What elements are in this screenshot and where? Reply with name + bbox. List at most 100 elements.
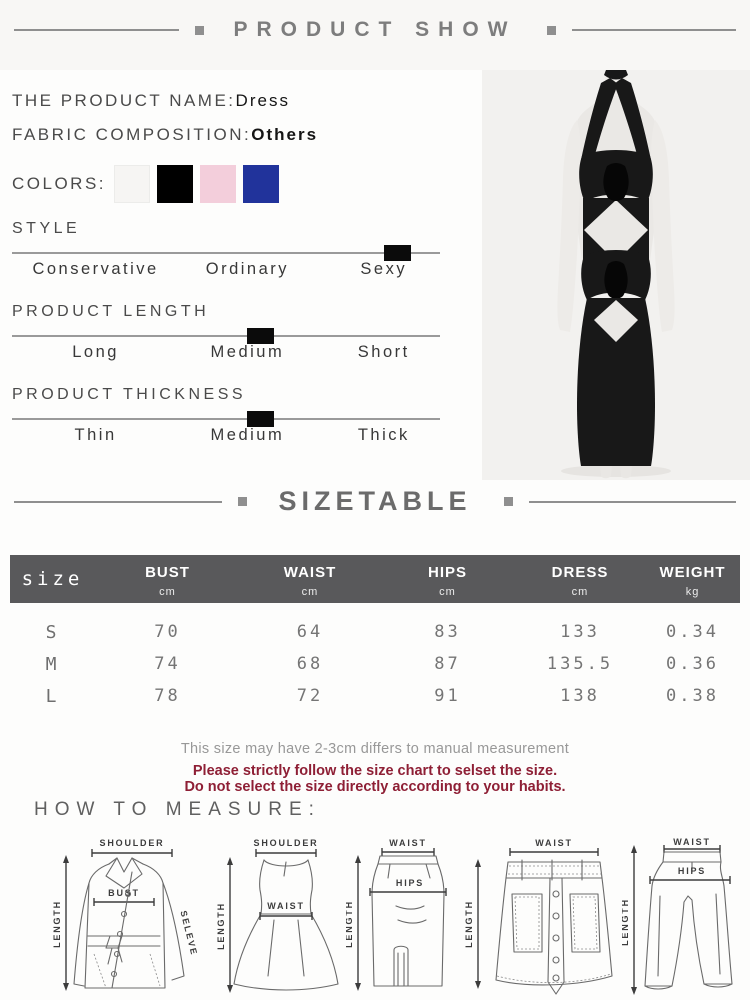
cell: 91 <box>434 686 461 706</box>
cell: M <box>45 653 60 675</box>
size-table-body: S 70 64 83 133 0.34 M 74 68 87 135.5 0.3… <box>10 616 740 712</box>
style-label: STYLE <box>12 220 81 237</box>
fabric-label: FABRIC COMPOSITION: <box>12 125 252 144</box>
square-bullet-icon <box>237 497 247 506</box>
cell: 68 <box>296 654 324 674</box>
column-header-waist: WAIST cm <box>283 564 337 598</box>
thickness-label: PRODUCT THICKNESS <box>12 386 247 403</box>
style-option-selected: Sexy <box>360 260 408 278</box>
colors-label: COLORS: <box>12 174 107 193</box>
style-options: Conservative Ordinary Sexy <box>12 260 452 279</box>
cell: 0.36 <box>666 654 719 674</box>
product-info-panel: THE PRODUCT NAME:Dress FABRIC COMPOSITIO… <box>12 70 464 445</box>
length-marker <box>247 328 275 344</box>
svg-text:LENGTH: LENGTH <box>464 900 474 948</box>
divider-line <box>14 29 179 31</box>
size-notes: This size may have 2-3cm differs to manu… <box>0 741 750 795</box>
fabric-row: FABRIC COMPOSITION:Others <box>12 125 464 145</box>
svg-text:WAIST: WAIST <box>535 838 573 848</box>
svg-text:LENGTH: LENGTH <box>346 900 354 948</box>
column-header-bust: BUST cm <box>145 564 190 598</box>
length-label: PRODUCT LENGTH <box>12 303 210 320</box>
svg-text:WAIST: WAIST <box>267 901 305 911</box>
top-band <box>0 0 750 70</box>
how-to-measure-title: HOW TO MEASURE: <box>34 799 321 820</box>
column-header-size: size <box>21 568 84 590</box>
length-option-selected: Medium <box>210 343 285 361</box>
length-options: Long Medium Short <box>12 343 452 362</box>
thickness-option: Thick <box>357 426 410 444</box>
length-option: Long <box>72 343 119 361</box>
color-swatch-white <box>114 165 151 203</box>
length-option: Short <box>357 343 410 361</box>
table-row-l: L 78 72 91 138 0.38 <box>10 680 740 712</box>
svg-text:HIPS: HIPS <box>396 878 424 888</box>
thickness-track <box>12 411 440 427</box>
cell: 72 <box>296 686 324 706</box>
cell: 74 <box>154 654 181 674</box>
cell: L <box>45 685 60 707</box>
thickness-option: Thin <box>74 426 117 444</box>
table-row-s: S 70 64 83 133 0.34 <box>10 616 740 648</box>
sizetable-title: SIZETABLE <box>278 486 472 516</box>
table-row-m: M 74 68 87 135.5 0.36 <box>10 648 740 680</box>
cell: 87 <box>434 654 461 674</box>
cell: 64 <box>296 622 324 642</box>
length-track <box>12 328 440 344</box>
dress-measure-diagram: SHOULDER LENGTH WAIST <box>216 838 339 993</box>
square-bullet-icon <box>503 497 513 506</box>
svg-text:LENGTH: LENGTH <box>52 900 62 948</box>
square-bullet-icon <box>194 25 204 35</box>
jacket-measure-diagram: SHOULDER LENGTH BUST SELEVE <box>52 838 199 991</box>
size-table: size BUST cm WAIST cm HIPS cm DRESS cm W… <box>10 555 740 712</box>
column-header-hips: HIPS cm <box>427 564 467 598</box>
cell: 138 <box>560 686 600 706</box>
cell: 70 <box>154 622 181 642</box>
style-option: Conservative <box>32 260 159 278</box>
svg-text:SELEVE: SELEVE <box>178 910 199 957</box>
divider-line <box>571 29 736 31</box>
svg-text:WAIST: WAIST <box>389 838 427 848</box>
pants-measure-diagram: WAIST LENGTH HIPS <box>622 837 733 995</box>
note-habits: Do not select the size directly accordin… <box>184 779 566 796</box>
style-track <box>12 245 440 261</box>
divider-line <box>528 500 736 503</box>
style-marker <box>384 245 412 261</box>
column-header-weight: WEIGHT kg <box>659 564 726 598</box>
product-name-label: THE PRODUCT NAME: <box>12 91 236 110</box>
svg-text:WAIST: WAIST <box>673 837 711 847</box>
svg-text:LENGTH: LENGTH <box>622 898 630 946</box>
thickness-options: Thin Medium Thick <box>12 426 452 445</box>
thickness-option-selected: Medium <box>210 426 285 444</box>
divider-line <box>14 500 222 503</box>
note-follow-chart: Please strictly follow the size chart to… <box>192 763 558 779</box>
dress-photo-illustration <box>482 70 750 480</box>
color-swatch-pink <box>200 165 237 203</box>
page-title: PRODUCT SHOW <box>233 18 517 41</box>
style-option: Ordinary <box>205 260 290 278</box>
sizetable-banner: SIZETABLE <box>0 486 750 517</box>
cell: 0.34 <box>666 622 719 642</box>
cell: 133 <box>560 622 600 642</box>
mini-skirt-measure-diagram: WAIST LENGTH <box>464 838 613 995</box>
product-show-banner: PRODUCT SHOW <box>0 18 750 42</box>
cell: 78 <box>154 686 181 706</box>
svg-text:SHOULDER: SHOULDER <box>100 838 165 848</box>
thickness-slider-group: PRODUCT THICKNESS Thin Medium Thick <box>12 386 464 445</box>
product-name-value: Dress <box>235 91 290 110</box>
size-table-header: size BUST cm WAIST cm HIPS cm DRESS cm W… <box>10 555 740 603</box>
fabric-value: Others <box>251 125 319 144</box>
style-slider-group: STYLE Conservative Ordinary Sexy <box>12 220 464 279</box>
svg-text:HIPS: HIPS <box>678 866 706 876</box>
svg-text:SHOULDER: SHOULDER <box>254 838 319 848</box>
square-bullet-icon <box>546 25 556 35</box>
product-name-row: THE PRODUCT NAME:Dress <box>12 91 464 111</box>
color-swatch-blue <box>243 165 280 203</box>
cell: 135.5 <box>546 654 614 674</box>
product-photo <box>482 70 750 480</box>
cell: 83 <box>434 622 461 642</box>
column-header-dress: DRESS cm <box>551 564 609 598</box>
measure-diagrams: SHOULDER LENGTH BUST SELEVE <box>0 836 750 998</box>
svg-text:BUST: BUST <box>108 888 140 898</box>
